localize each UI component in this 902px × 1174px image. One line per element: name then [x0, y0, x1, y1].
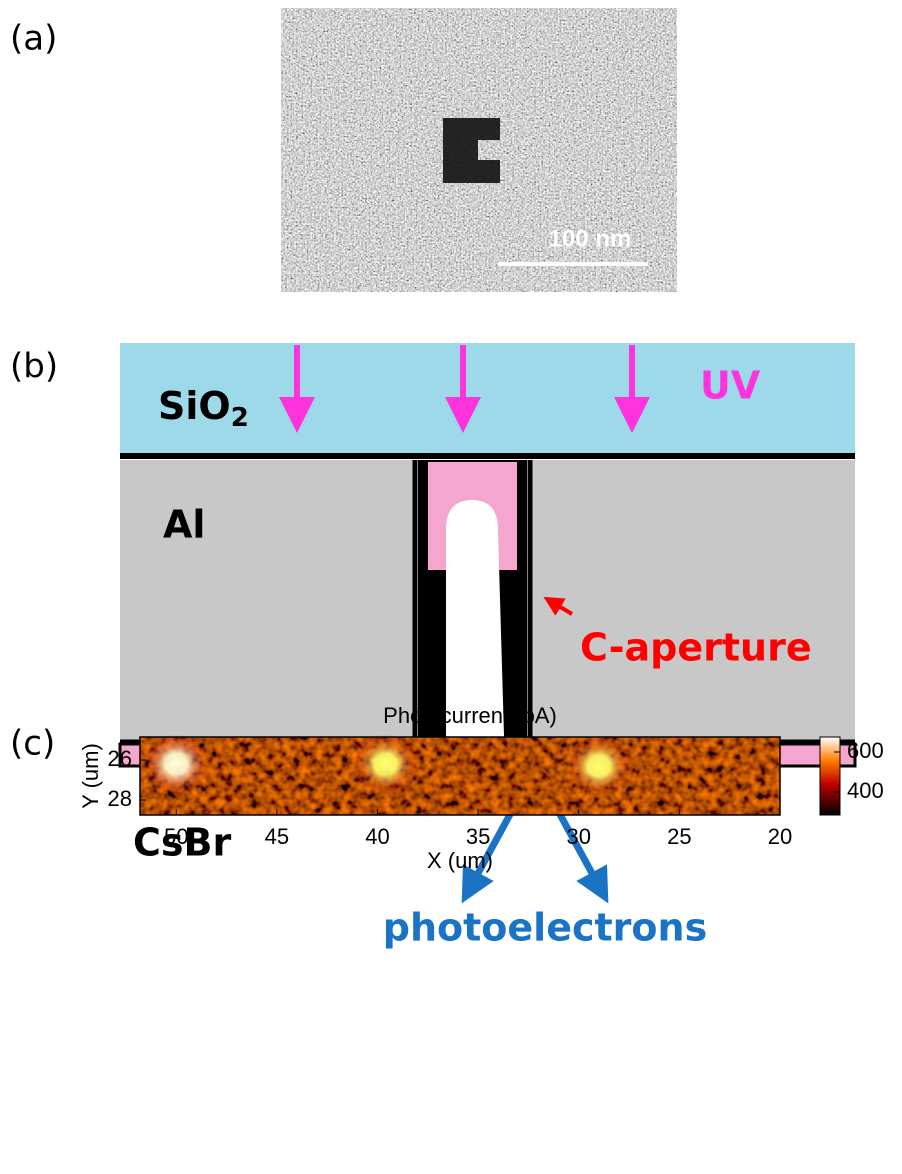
uv-label: UV — [700, 364, 761, 408]
al-layer — [530, 460, 855, 742]
x-tick-label: 40 — [365, 824, 389, 849]
y-axis-label: Y (um) — [78, 743, 103, 809]
x-tick-label: 20 — [768, 824, 792, 849]
map-title: Photocurrent (pA) — [383, 703, 557, 728]
photocurrent-spot — [567, 736, 631, 796]
y-tick-label: 26 — [108, 746, 132, 771]
y-tick-label: 28 — [108, 786, 132, 811]
panel-label: (a) — [10, 19, 57, 59]
panel-label: (b) — [10, 347, 58, 387]
c-aperture-label: C-aperture — [580, 626, 812, 670]
x-tick-label: 50 — [164, 824, 188, 849]
aperture-opening — [446, 500, 505, 770]
photocurrent-spot — [144, 734, 208, 794]
photoelectrons-label: photoelectrons — [383, 906, 707, 950]
photocurrent-spot — [354, 734, 418, 794]
panel-label: (c) — [10, 724, 55, 764]
colorbar-tick-label: 600 — [847, 738, 884, 763]
sio2-subscript: 2 — [231, 403, 249, 433]
colorbar-tick-label: 400 — [847, 778, 884, 803]
photocurrent-map — [140, 734, 780, 815]
sio2-text: SiO — [158, 384, 231, 428]
x-tick-label: 45 — [265, 824, 289, 849]
figure: (a) (b) (c) 100 nm SiO2 UV Al C-aperture… — [0, 0, 902, 1169]
x-tick-label: 35 — [466, 824, 490, 849]
al-label: Al — [163, 503, 205, 547]
x-tick-label: 25 — [667, 824, 691, 849]
x-tick-label: 30 — [566, 824, 590, 849]
x-axis-label: X (um) — [427, 848, 493, 873]
colorbar — [820, 737, 840, 815]
map-background — [140, 737, 780, 815]
scale-bar-label: 100 nm — [549, 225, 632, 252]
